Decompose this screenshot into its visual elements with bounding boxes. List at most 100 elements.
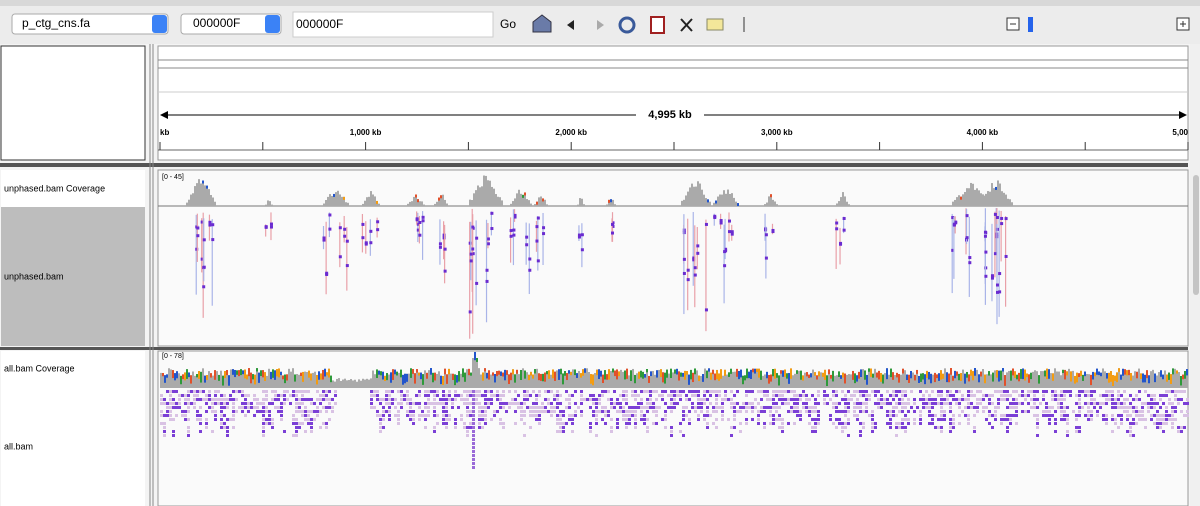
scroll-thumb[interactable] [1193,175,1199,295]
read [463,422,466,425]
read [499,394,502,397]
read [1108,390,1111,393]
back-icon[interactable] [567,20,574,30]
genome-dropdown[interactable] [11,13,169,35]
mismatch [1046,368,1048,379]
read [838,418,841,421]
read [895,426,898,429]
mismatch [490,211,494,215]
selected-track-name[interactable] [1,207,145,346]
coverage-bar [512,201,514,206]
mismatch [714,373,716,381]
read [895,414,898,417]
read [700,410,703,413]
coverage-bar [292,368,294,388]
mismatch [512,228,516,232]
mismatch [440,195,442,199]
read [790,410,793,413]
zoom-thumb[interactable] [1028,17,1033,32]
read [889,402,892,405]
chromosome-dropdown[interactable] [180,13,282,35]
mismatch [376,228,380,232]
ruler-icon[interactable] [650,16,665,34]
read [634,390,637,393]
read [1093,402,1096,405]
mismatch [446,374,448,384]
read [679,430,682,433]
read [1066,430,1069,433]
mismatch [650,371,652,377]
coverage-bar [282,375,284,388]
read [847,406,850,409]
read [580,414,583,417]
mismatch [940,370,942,380]
read [265,410,268,413]
dropdown-arrow[interactable] [152,15,167,33]
read [286,398,289,401]
coverage-bar [681,200,683,206]
read [1111,390,1114,393]
read [1165,406,1168,409]
read [625,402,628,405]
mismatch [1018,372,1020,382]
coverage-bar [958,373,960,388]
coverage-bar [1001,191,1003,206]
mismatch [908,374,910,383]
read [472,446,475,449]
read [199,390,202,393]
read [388,394,391,397]
read [931,422,934,425]
coverage-bar [697,181,699,206]
read [862,390,865,393]
read [859,434,862,437]
read [496,410,499,413]
read [253,414,256,417]
read [628,410,631,413]
coverage-bar [584,368,586,388]
mismatch [928,371,930,380]
read [874,394,877,397]
go-button[interactable]: Go [500,17,516,31]
read [568,402,571,405]
coverage-bar [331,195,333,206]
read [187,398,190,401]
read [1087,414,1090,417]
zoom-in-sign [1180,21,1186,27]
popup-icon[interactable] [706,18,724,31]
read [295,422,298,425]
read [589,406,592,409]
mismatch [415,194,417,198]
read [745,390,748,393]
coverage-bar [267,200,269,206]
forward-icon[interactable] [597,20,604,30]
read [847,410,850,413]
read [1111,418,1114,421]
fit-icon[interactable] [680,18,693,32]
read [871,390,874,393]
read [547,390,550,393]
locus-input[interactable] [292,11,494,38]
mismatch [322,369,324,380]
read [187,402,190,405]
read [712,390,715,393]
mismatch [426,372,428,379]
mismatch [310,373,312,381]
read [895,434,898,437]
read [232,426,235,429]
read [988,398,991,401]
mismatch [416,369,418,373]
read [1162,418,1165,421]
read [781,418,784,421]
refresh-icon[interactable] [618,16,636,34]
read [205,418,208,421]
mismatch [196,374,198,378]
read [328,390,331,393]
mismatch [418,220,422,224]
read [676,390,679,393]
coverage-bar [577,204,579,206]
read [679,398,682,401]
dropdown-arrow[interactable] [265,15,280,33]
home-icon[interactable] [532,14,552,33]
mismatch [486,242,490,246]
read [616,418,619,421]
